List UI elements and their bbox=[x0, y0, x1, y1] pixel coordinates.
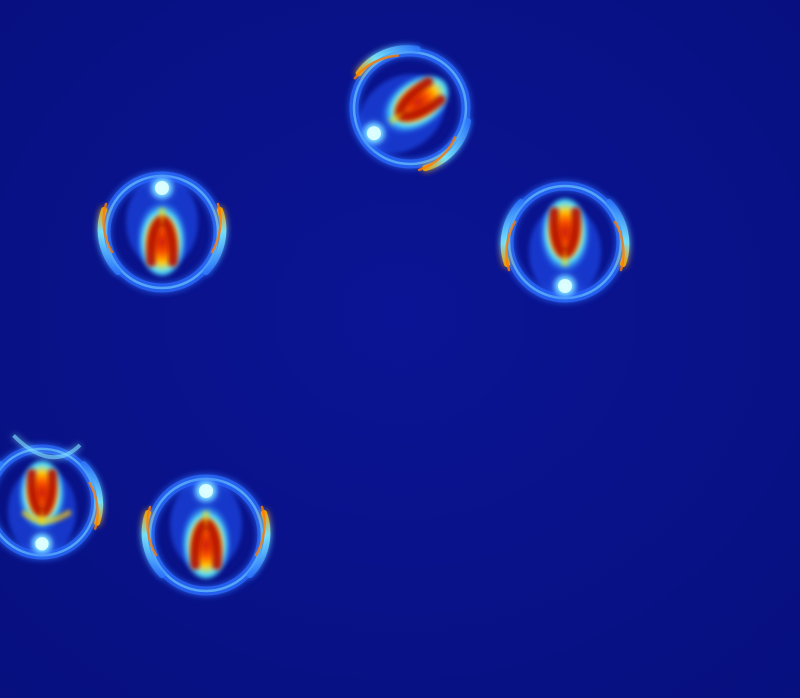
droplet-bottom-left-partial bbox=[0, 434, 100, 558]
